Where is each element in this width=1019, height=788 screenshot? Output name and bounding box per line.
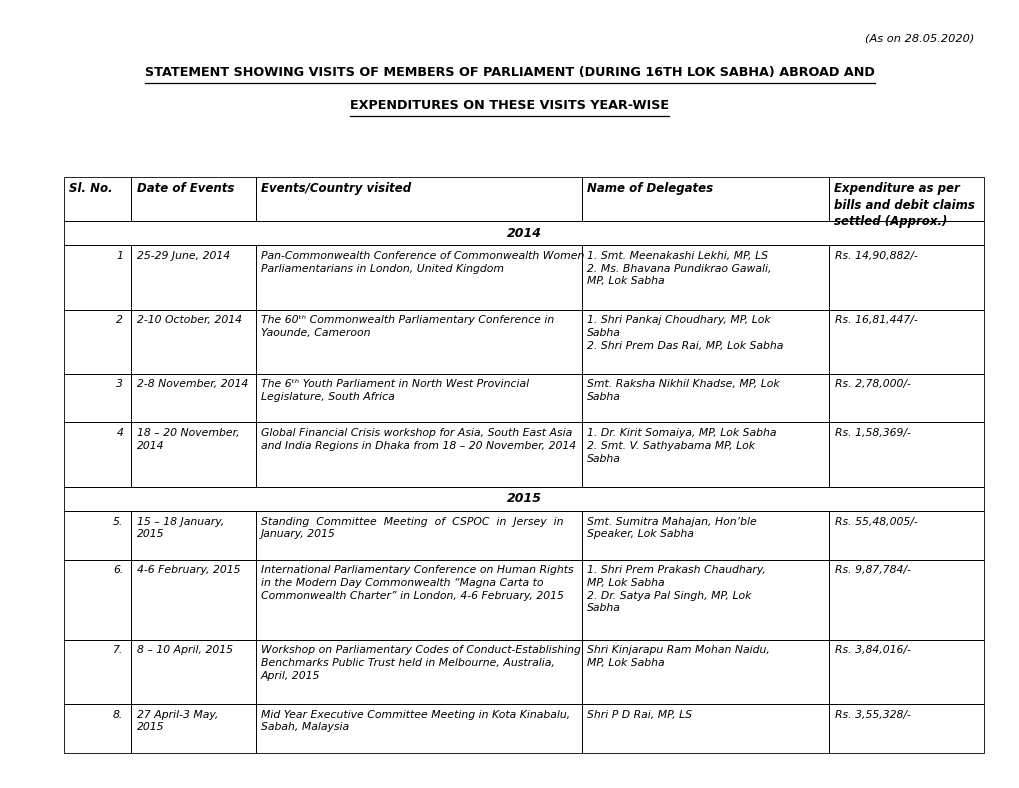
Bar — [256, 511, 582, 559]
Text: Name of Delegates: Name of Delegates — [587, 182, 712, 195]
Text: 5.: 5. — [113, 517, 123, 526]
Bar — [131, 245, 256, 310]
Text: Rs. 14,90,882/-: Rs. 14,90,882/- — [835, 251, 917, 261]
Bar — [582, 559, 828, 640]
Text: The 6ᵗʰ Youth Parliament in North West Provincial
Legislature, South Africa: The 6ᵗʰ Youth Parliament in North West P… — [261, 379, 528, 402]
Bar — [256, 374, 582, 422]
Text: 2-8 November, 2014: 2-8 November, 2014 — [137, 379, 248, 389]
Bar — [582, 177, 828, 221]
Bar — [256, 310, 582, 374]
Text: Workshop on Parliamentary Codes of Conduct-Establishing
Benchmarks Public Trust : Workshop on Parliamentary Codes of Condu… — [261, 645, 580, 681]
Bar — [582, 245, 828, 310]
Bar — [64, 310, 131, 374]
Text: 2015: 2015 — [506, 492, 541, 505]
Text: Rs. 3,55,328/-: Rs. 3,55,328/- — [835, 709, 910, 719]
Text: International Parliamentary Conference on Human Rights
in the Modern Day Commonw: International Parliamentary Conference o… — [261, 565, 573, 600]
Text: Smt. Sumitra Mahajan, Hon’ble
Speaker, Lok Sabha: Smt. Sumitra Mahajan, Hon’ble Speaker, L… — [587, 517, 756, 539]
Text: 4: 4 — [116, 428, 123, 438]
Text: EXPENDITURES ON THESE VISITS YEAR-WISE: EXPENDITURES ON THESE VISITS YEAR-WISE — [351, 99, 668, 112]
Text: 6.: 6. — [113, 565, 123, 575]
Text: 1. Smt. Meenakashi Lekhi, MP, LS
2. Ms. Bhavana Pundikrao Gawali,
MP, Lok Sabha: 1. Smt. Meenakashi Lekhi, MP, LS 2. Ms. … — [587, 251, 771, 286]
Text: 15 – 18 January,
2015: 15 – 18 January, 2015 — [137, 517, 223, 539]
Bar — [131, 374, 256, 422]
Bar — [64, 374, 131, 422]
Bar — [64, 511, 131, 559]
Text: Standing  Committee  Meeting  of  CSPOC  in  Jersey  in
January, 2015: Standing Committee Meeting of CSPOC in J… — [261, 517, 562, 539]
Bar — [828, 559, 983, 640]
Text: 8 – 10 April, 2015: 8 – 10 April, 2015 — [137, 645, 232, 655]
Bar — [64, 704, 131, 753]
Text: The 60ᵗʰ Commonwealth Parliamentary Conference in
Yaounde, Cameroon: The 60ᵗʰ Commonwealth Parliamentary Conf… — [261, 315, 553, 338]
Text: Date of Events: Date of Events — [137, 182, 233, 195]
Bar — [131, 559, 256, 640]
Bar — [64, 221, 983, 245]
Text: 1. Shri Pankaj Choudhary, MP, Lok
Sabha
2. Shri Prem Das Rai, MP, Lok Sabha: 1. Shri Pankaj Choudhary, MP, Lok Sabha … — [587, 315, 783, 351]
Bar — [582, 640, 828, 704]
Text: 1. Dr. Kirit Somaiya, MP, Lok Sabha
2. Smt. V. Sathyabama MP, Lok
Sabha: 1. Dr. Kirit Somaiya, MP, Lok Sabha 2. S… — [587, 428, 776, 463]
Bar — [64, 422, 131, 487]
Bar — [256, 245, 582, 310]
Text: 4-6 February, 2015: 4-6 February, 2015 — [137, 565, 239, 575]
Bar — [131, 177, 256, 221]
Text: 2014: 2014 — [506, 227, 541, 240]
Text: 1. Shri Prem Prakash Chaudhary,
MP, Lok Sabha
2. Dr. Satya Pal Singh, MP, Lok
Sa: 1. Shri Prem Prakash Chaudhary, MP, Lok … — [587, 565, 765, 614]
Text: Global Financial Crisis workshop for Asia, South East Asia
and India Regions in : Global Financial Crisis workshop for Asi… — [261, 428, 576, 451]
Text: 27 April-3 May,
2015: 27 April-3 May, 2015 — [137, 709, 218, 732]
Text: Pan-Commonwealth Conference of Commonwealth Women
Parliamentarians in London, Un: Pan-Commonwealth Conference of Commonwea… — [261, 251, 584, 273]
Bar — [828, 177, 983, 221]
Text: Rs. 1,58,369/-: Rs. 1,58,369/- — [835, 428, 910, 438]
Bar — [828, 245, 983, 310]
Text: Events/Country visited: Events/Country visited — [261, 182, 411, 195]
Bar — [256, 704, 582, 753]
Bar — [256, 422, 582, 487]
Bar — [131, 511, 256, 559]
Bar — [64, 487, 983, 511]
Text: 1: 1 — [116, 251, 123, 261]
Text: 18 – 20 November,
2014: 18 – 20 November, 2014 — [137, 428, 238, 451]
Text: Expenditure as per
bills and debit claims
settled (Approx.): Expenditure as per bills and debit claim… — [834, 182, 974, 228]
Text: Rs. 9,87,784/-: Rs. 9,87,784/- — [835, 565, 910, 575]
Bar — [582, 374, 828, 422]
Text: Smt. Raksha Nikhil Khadse, MP, Lok
Sabha: Smt. Raksha Nikhil Khadse, MP, Lok Sabha — [587, 379, 780, 402]
Bar — [828, 310, 983, 374]
Text: Shri P D Rai, MP, LS: Shri P D Rai, MP, LS — [587, 709, 692, 719]
Text: 2: 2 — [116, 315, 123, 325]
Bar — [256, 640, 582, 704]
Bar — [131, 704, 256, 753]
Bar — [131, 422, 256, 487]
Bar — [64, 640, 131, 704]
Text: 3: 3 — [116, 379, 123, 389]
Bar — [131, 640, 256, 704]
Bar — [582, 511, 828, 559]
Bar — [582, 704, 828, 753]
Text: 8.: 8. — [113, 709, 123, 719]
Bar — [64, 245, 131, 310]
Bar — [828, 374, 983, 422]
Text: Shri Kinjarapu Ram Mohan Naidu,
MP, Lok Sabha: Shri Kinjarapu Ram Mohan Naidu, MP, Lok … — [587, 645, 769, 668]
Text: Mid Year Executive Committee Meeting in Kota Kinabalu,
Sabah, Malaysia: Mid Year Executive Committee Meeting in … — [261, 709, 570, 732]
Text: Sl. No.: Sl. No. — [69, 182, 113, 195]
Text: 7.: 7. — [113, 645, 123, 655]
Text: STATEMENT SHOWING VISITS OF MEMBERS OF PARLIAMENT (DURING 16TH LOK SABHA) ABROAD: STATEMENT SHOWING VISITS OF MEMBERS OF P… — [145, 66, 874, 79]
Bar — [582, 422, 828, 487]
Text: 25-29 June, 2014: 25-29 June, 2014 — [137, 251, 229, 261]
Bar — [131, 310, 256, 374]
Text: Rs. 3,84,016/-: Rs. 3,84,016/- — [835, 645, 910, 655]
Bar — [828, 704, 983, 753]
Bar — [64, 177, 131, 221]
Bar — [256, 177, 582, 221]
Bar — [828, 511, 983, 559]
Text: Rs. 55,48,005/-: Rs. 55,48,005/- — [835, 517, 917, 526]
Bar — [256, 559, 582, 640]
Bar — [828, 640, 983, 704]
Text: (As on 28.05.2020): (As on 28.05.2020) — [864, 33, 973, 43]
Bar — [582, 310, 828, 374]
Bar — [64, 559, 131, 640]
Bar — [828, 422, 983, 487]
Text: Rs. 16,81,447/-: Rs. 16,81,447/- — [835, 315, 917, 325]
Text: Rs. 2,78,000/-: Rs. 2,78,000/- — [835, 379, 910, 389]
Text: 2-10 October, 2014: 2-10 October, 2014 — [137, 315, 242, 325]
